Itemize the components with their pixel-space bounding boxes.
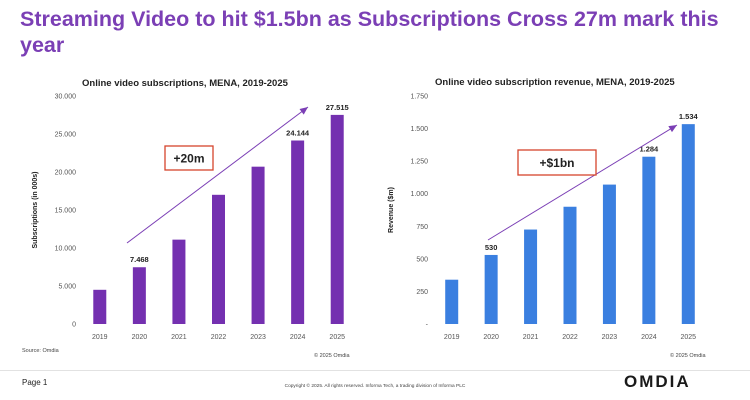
bar-2019 — [445, 279, 459, 324]
bar-2020 — [484, 254, 498, 324]
y-tick-label: 250 — [416, 289, 428, 296]
y-tick-label: 30.000 — [55, 94, 77, 101]
chart-title-revenue: Online video subscription revenue, MENA,… — [435, 77, 675, 88]
y-tick-label: - — [426, 322, 429, 329]
footer-divider — [0, 370, 750, 371]
y-tick-label: 5.000 — [58, 284, 76, 291]
bar-2022 — [212, 194, 225, 324]
bar-2022 — [563, 206, 577, 324]
y-tick-label: 500 — [416, 256, 428, 263]
chart-title-subscriptions: Online video subscriptions, MENA, 2019-2… — [82, 78, 288, 89]
y-tick-label: 1.250 — [410, 159, 428, 166]
x-tick-label: 2024 — [641, 334, 657, 341]
x-tick-label: 2024 — [290, 334, 306, 341]
y-tick-label: 1.500 — [410, 126, 428, 133]
revenue-chart: - 250 500 750 1.000 1.250 1.500 1.750 Revenue ($… — [388, 94, 699, 342]
trend-arrow-head — [668, 125, 677, 133]
data-label-2024: 24.144 — [286, 129, 310, 138]
bar-2019 — [93, 289, 107, 324]
omdia-logo: OMDIA — [624, 372, 691, 391]
x-tick-label: 2023 — [602, 334, 618, 341]
x-tick-label: 2025 — [329, 334, 345, 341]
growth-callout-label: +20m — [173, 152, 204, 166]
bar-2023 — [251, 166, 265, 324]
x-tick-label: 2022 — [211, 334, 227, 341]
y-tick-label: 750 — [416, 224, 428, 231]
x-tick-label: 2020 — [132, 334, 148, 341]
trend-arrow-head — [299, 107, 308, 115]
legal-notice: Copyright © 2025. All rights reserved. I… — [284, 384, 466, 389]
growth-callout-box — [164, 145, 214, 171]
y-tick-label: 10.000 — [55, 246, 77, 253]
chart-copyright-right: © 2025 Omdia — [670, 353, 706, 359]
bar-2025 — [681, 124, 695, 324]
y-tick-label: 25.000 — [55, 132, 77, 139]
bar-2024 — [291, 140, 305, 324]
growth-callout-label: +$1bn — [539, 156, 574, 170]
y-axis-title: Revenue ($m) — [388, 187, 395, 233]
growth-callout-box — [517, 149, 597, 176]
x-tick-label: 2019 — [92, 334, 108, 341]
page-title: Streaming Video to hit $1.5bn as Subscri… — [20, 7, 719, 57]
bar-2025 — [330, 114, 344, 324]
bar-2024 — [642, 156, 656, 324]
y-tick-label: 15.000 — [55, 208, 77, 215]
y-tick-label: 1.000 — [410, 191, 428, 198]
data-label-2020: 530 — [485, 243, 498, 252]
x-tick-label: 2021 — [523, 334, 539, 341]
logo-wordmark: OMDIA — [624, 372, 691, 391]
data-label-2024: 1.284 — [639, 145, 659, 154]
y-axis-title: Subscriptions (in 000s) — [32, 171, 39, 248]
subscriptions-chart: 0 5.000 10.000 15.000 20.000 25.000 30.000 Subs… — [32, 94, 349, 342]
bar-2021 — [524, 229, 538, 324]
y-tick-label: 20.000 — [55, 170, 77, 177]
trend-arrow-line — [126, 106, 309, 244]
bar-2020 — [132, 267, 146, 324]
bar-2021 — [172, 239, 186, 324]
trend-arrow-line — [487, 124, 678, 241]
y-tick-label: 0 — [72, 322, 76, 329]
bar-2023 — [602, 184, 616, 324]
page-number: Page 1 — [22, 378, 48, 387]
data-label-2025: 1.534 — [679, 112, 699, 121]
y-tick-label: 1.750 — [410, 94, 428, 101]
source-note: Source: Omdia — [22, 348, 59, 354]
data-label-2025: 27.515 — [326, 103, 349, 112]
x-tick-label: 2022 — [562, 334, 578, 341]
x-tick-label: 2019 — [444, 334, 460, 341]
x-tick-label: 2020 — [483, 334, 499, 341]
data-label-2020: 7.468 — [130, 255, 149, 264]
x-tick-label: 2023 — [250, 334, 266, 341]
chart-copyright-left: © 2025 Omdia — [314, 353, 350, 359]
x-tick-label: 2025 — [680, 334, 696, 341]
x-tick-label: 2021 — [171, 334, 187, 341]
